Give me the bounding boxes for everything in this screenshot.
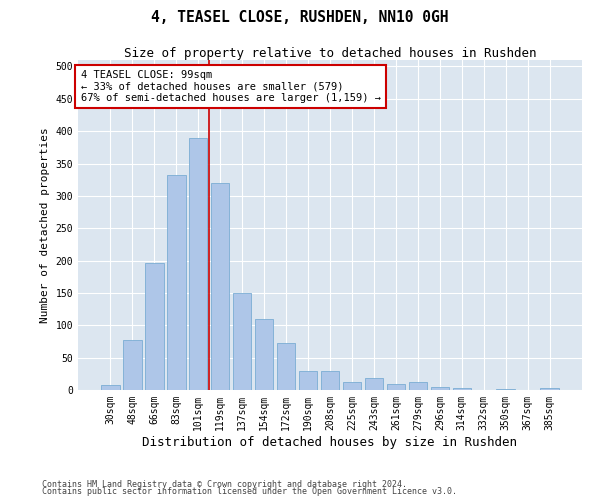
Bar (365, 378, 383, 390)
Bar (101, 385, 119, 390)
Bar (255, 319, 274, 390)
Bar (299, 370, 317, 390)
Bar (145, 262, 164, 390)
Bar (452, 388, 471, 390)
Bar (343, 382, 361, 390)
Bar (409, 382, 427, 390)
Bar (167, 175, 185, 390)
Bar (320, 370, 340, 390)
Bar (123, 340, 142, 390)
Bar (233, 293, 251, 390)
Bar (386, 384, 405, 390)
Text: Contains public sector information licensed under the Open Government Licence v3: Contains public sector information licen… (42, 487, 457, 496)
Title: Size of property relative to detached houses in Rushden: Size of property relative to detached ho… (124, 47, 536, 60)
Bar (431, 387, 449, 390)
Bar (189, 138, 208, 390)
Text: Contains HM Land Registry data © Crown copyright and database right 2024.: Contains HM Land Registry data © Crown c… (42, 480, 407, 489)
Bar (541, 388, 559, 390)
Text: 4 TEASEL CLOSE: 99sqm
← 33% of detached houses are smaller (579)
67% of semi-det: 4 TEASEL CLOSE: 99sqm ← 33% of detached … (80, 70, 380, 103)
Y-axis label: Number of detached properties: Number of detached properties (40, 127, 50, 323)
Text: 4, TEASEL CLOSE, RUSHDEN, NN10 0GH: 4, TEASEL CLOSE, RUSHDEN, NN10 0GH (151, 10, 449, 25)
X-axis label: Distribution of detached houses by size in Rushden: Distribution of detached houses by size … (143, 436, 517, 448)
Bar (211, 183, 229, 390)
Bar (277, 344, 295, 390)
